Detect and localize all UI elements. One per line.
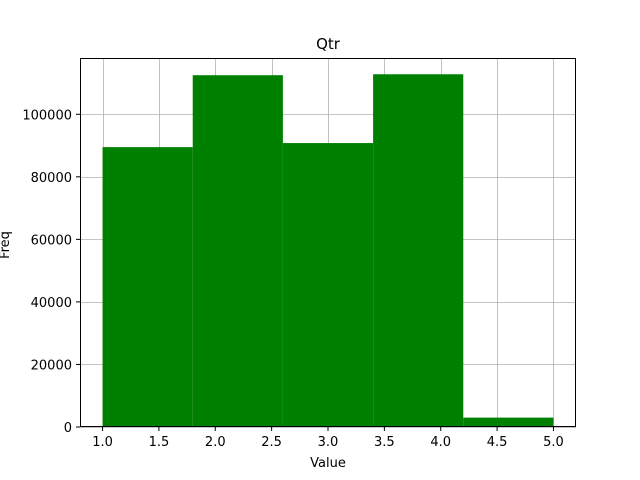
x-tick-label: 2.5 [261, 435, 282, 450]
plot-frame [80, 58, 576, 427]
labels-layer: Qtr Value Freq [0, 35, 346, 471]
x-tick-label: 4.5 [487, 435, 508, 450]
x-tick-label: 3.0 [318, 435, 339, 450]
x-tick-label: 4.0 [430, 435, 451, 450]
histogram-bar [463, 417, 554, 427]
histogram-bar [192, 75, 283, 427]
histogram-bar [373, 74, 464, 427]
x-axis-label: Value [310, 456, 346, 471]
histogram-bar [282, 143, 374, 428]
axes-layer: 1.0 1.5 2.0 2.5 3.0 3.5 4.0 4.5 5.0 0 20000 40000 60… [22, 58, 576, 450]
x-tick-label: 3.5 [374, 435, 395, 450]
y-tick-label: 0 [64, 421, 72, 436]
y-tick-label: 20000 [31, 358, 72, 373]
x-tick-label: 1.0 [92, 435, 113, 450]
y-tick-label: 60000 [31, 233, 72, 248]
bars-layer [102, 74, 554, 428]
x-tick-label: 5.0 [543, 435, 564, 450]
y-axis-label: Freq [0, 231, 13, 259]
y-tick-label: 40000 [31, 296, 72, 311]
y-tick-label: 100000 [22, 108, 72, 123]
chart-title: Qtr [316, 35, 341, 53]
x-tick-label: 1.5 [149, 435, 170, 450]
y-tick-label: 80000 [31, 171, 72, 186]
x-tick-label: 2.0 [205, 435, 226, 450]
histogram-bar [102, 147, 193, 428]
